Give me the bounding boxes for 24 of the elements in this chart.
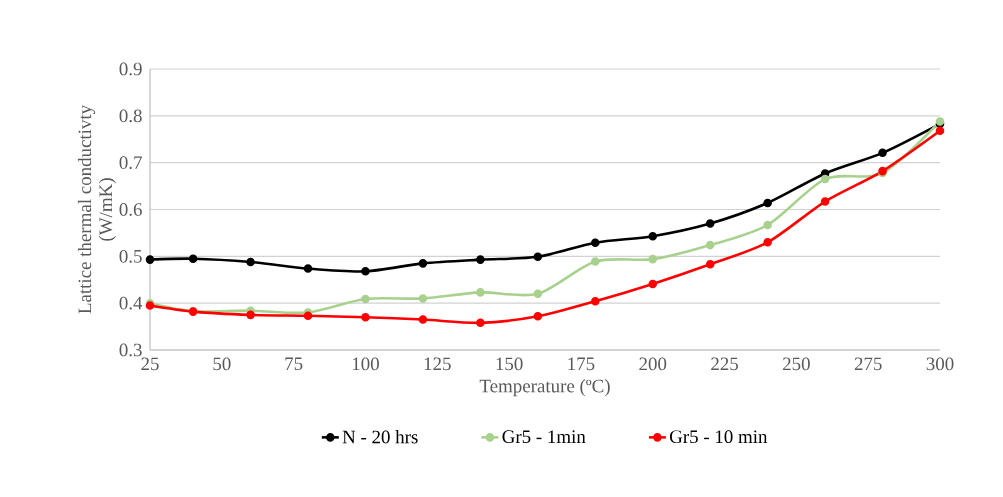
y-tick-label: 0.9 xyxy=(119,62,142,76)
y-tick-label: 0.5 xyxy=(119,249,142,263)
y-tick-label: 0.3 xyxy=(119,343,142,357)
x-tick-label: 200 xyxy=(639,357,667,371)
legend-label: N - 20 hrs xyxy=(342,430,418,444)
x-tick-label: 50 xyxy=(213,357,231,371)
x-tick-label: 225 xyxy=(711,357,738,371)
x-tick-label: 25 xyxy=(141,357,159,371)
x-tick-label: 250 xyxy=(783,357,810,371)
legend-label: Gr5 - 10 min xyxy=(669,430,768,444)
y-axis-title: Lattice thermal conductivty (W/mK) xyxy=(77,104,116,314)
x-tick-label: 175 xyxy=(568,357,595,371)
legend-label: Gr5 - 1min xyxy=(502,430,586,444)
x-tick-label: 275 xyxy=(854,357,882,371)
y-tick-label: 0.7 xyxy=(119,156,142,170)
x-tick-label: 300 xyxy=(926,357,954,371)
y-tick-label: 0.6 xyxy=(119,203,142,216)
y-tick-label: 0.8 xyxy=(119,109,142,123)
x-tick-label: 100 xyxy=(352,357,379,371)
x-tick-label: 150 xyxy=(496,357,523,371)
x-tick-label: 75 xyxy=(285,357,303,371)
y-tick-label: 0.4 xyxy=(119,296,143,310)
x-tick-label: 125 xyxy=(424,357,451,371)
x-axis-title: Temperature (ºC) xyxy=(479,379,610,397)
